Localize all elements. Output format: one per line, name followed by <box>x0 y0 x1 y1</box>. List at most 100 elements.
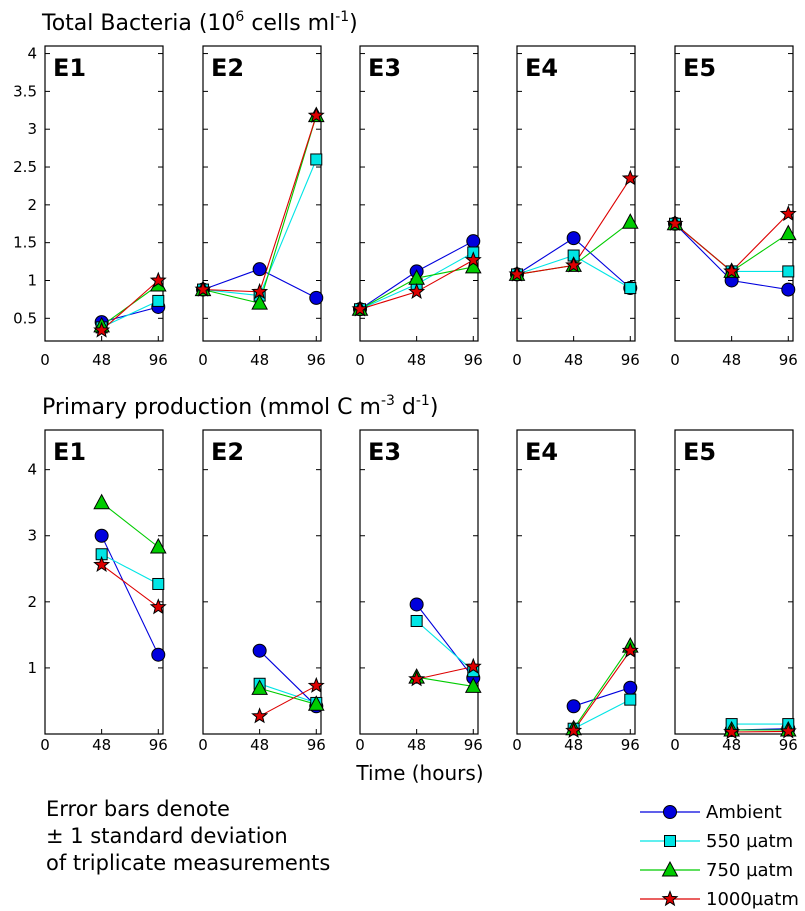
data-point <box>151 647 166 662</box>
panel-frame <box>202 429 322 735</box>
series-line <box>259 650 317 707</box>
y-tick-label: 1.5 <box>13 234 37 252</box>
panel-e5: 0 48 96 E5 <box>666 45 798 369</box>
y-tick-label: 3.5 <box>13 82 37 100</box>
panel-frame <box>202 45 322 342</box>
data-point <box>251 294 268 310</box>
x-tick-label: 96 <box>621 736 640 754</box>
panel-label: E3 <box>368 54 401 82</box>
x-tick-label: 96 <box>149 736 168 754</box>
x-tick-label: 0 <box>40 736 50 754</box>
series-line <box>731 730 789 733</box>
data-point <box>152 294 165 307</box>
legend-label: 550 µatm <box>706 831 793 852</box>
y-tick-label: 0.5 <box>13 309 37 327</box>
x-tick-label: 0 <box>670 351 680 369</box>
series-line <box>101 502 159 548</box>
legend-label: 1000µatm <box>706 889 799 910</box>
x-tick-label: 96 <box>149 351 168 369</box>
panel-label: E2 <box>211 54 244 82</box>
x-tick-label: 0 <box>670 736 680 754</box>
y-tick-label: 4 <box>27 461 37 479</box>
panel-e3: 0 48 96 E3 <box>351 45 483 369</box>
data-point <box>623 680 638 695</box>
legend-marker <box>661 860 679 877</box>
data-point <box>149 598 167 615</box>
panel-frame <box>359 45 479 342</box>
data-point <box>307 676 325 693</box>
series-line <box>259 687 317 705</box>
panel-label: E2 <box>211 438 244 466</box>
data-point <box>566 699 581 714</box>
data-point <box>408 670 426 687</box>
data-point <box>410 614 423 627</box>
data-point <box>621 213 639 229</box>
panel-label: E4 <box>525 54 558 82</box>
panel-label: E3 <box>368 438 401 466</box>
y-tick-label: 4 <box>27 45 37 63</box>
top-chart: 0.5 1 1.5 2 2.5 3 3.5 4 0 48 96 E1 0 48 96 E2 0 48 96 E3 0 48… <box>13 45 798 369</box>
y-tick-label: 1 <box>27 271 37 289</box>
series-line <box>573 687 631 707</box>
x-axis-label: Time (hours) <box>355 761 483 785</box>
x-tick-label: 96 <box>464 351 483 369</box>
legend-marker <box>664 835 676 847</box>
panel-frame <box>44 45 164 342</box>
x-tick-label: 48 <box>564 351 583 369</box>
data-point <box>666 214 684 231</box>
data-point <box>149 537 167 554</box>
series-line <box>416 620 474 672</box>
data-point <box>351 300 369 317</box>
x-tick-label: 48 <box>250 351 269 369</box>
legend-marker <box>661 890 679 907</box>
panel-frame <box>674 45 794 342</box>
data-point <box>152 577 165 590</box>
x-tick-label: 48 <box>92 351 111 369</box>
note-line: of triplicate measurements <box>46 851 331 875</box>
legend-label: Ambient <box>706 802 782 823</box>
x-tick-label: 48 <box>407 736 426 754</box>
x-tick-label: 96 <box>779 351 798 369</box>
panel-label: E5 <box>683 438 716 466</box>
data-point <box>723 262 741 279</box>
data-point <box>779 224 797 241</box>
data-point <box>149 271 167 288</box>
bottom-chart-title: Primary production (mmol C m-3 d-1) <box>42 393 438 420</box>
data-point <box>252 643 267 658</box>
data-point <box>565 256 583 273</box>
panel-frame <box>359 429 479 735</box>
note-line: Error bars denote <box>46 797 230 821</box>
data-point <box>508 265 526 282</box>
top-chart-title: Total Bacteria (106 cells ml-1) <box>41 9 358 36</box>
x-tick-label: 0 <box>40 351 50 369</box>
data-point <box>464 677 482 693</box>
legend-marker <box>663 805 677 819</box>
x-tick-label: 0 <box>198 351 208 369</box>
x-tick-label: 0 <box>198 736 208 754</box>
panel-e2: 0 48 96 E2 <box>194 45 326 369</box>
series-line <box>416 666 474 680</box>
series-line <box>101 280 159 331</box>
panel-e1: 0 48 96 E1 <box>40 45 168 369</box>
data-point <box>251 707 269 724</box>
x-tick-label: 96 <box>621 351 640 369</box>
note-line: ± 1 standard deviation <box>46 824 288 848</box>
data-point <box>93 321 111 338</box>
x-tick-label: 48 <box>564 736 583 754</box>
data-point <box>464 251 482 268</box>
series-line <box>101 553 159 585</box>
x-tick-label: 48 <box>250 736 269 754</box>
panel-label: E4 <box>525 438 558 466</box>
x-tick-label: 0 <box>512 351 522 369</box>
series-line <box>573 699 631 730</box>
panel-frame <box>44 429 164 735</box>
bottom-chart: 1 2 3 4 0 48 96 E1 0 48 96 E2 0 48 96 E3 0 48 96 E4 0 48 96 E5 <box>27 429 798 754</box>
data-point <box>194 280 212 297</box>
series-line <box>101 564 159 608</box>
x-tick-label: 48 <box>407 351 426 369</box>
series-line <box>416 604 474 679</box>
data-point <box>565 721 583 738</box>
panel-label: E1 <box>53 438 86 466</box>
data-point <box>93 493 110 510</box>
x-tick-label: 0 <box>512 736 522 754</box>
